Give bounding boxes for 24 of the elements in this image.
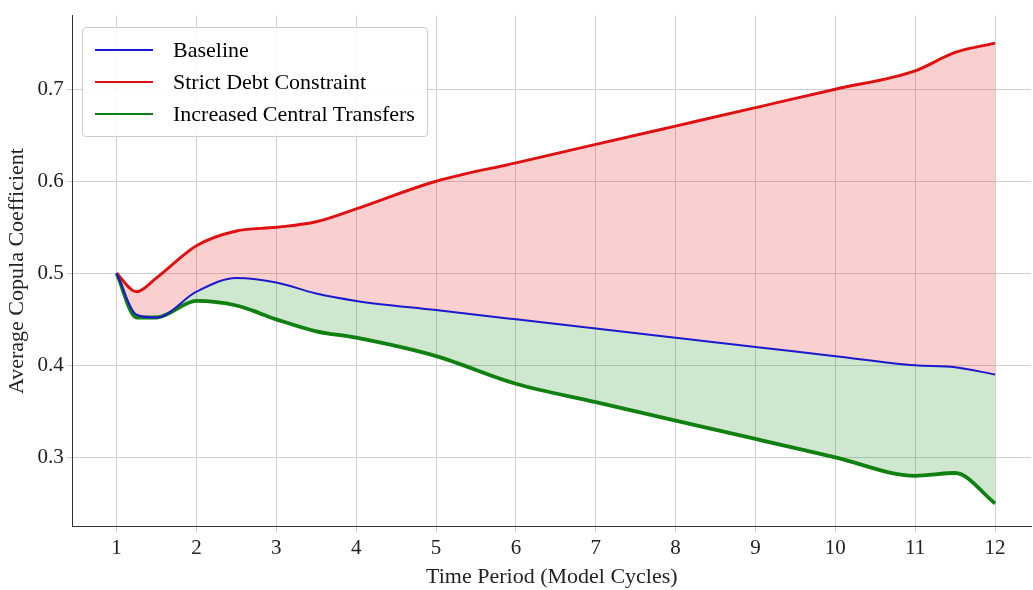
legend-label: Strict Debt Constraint [173, 69, 367, 95]
x-tick-label: 3 [271, 534, 282, 559]
x-tick-label: 8 [670, 534, 681, 559]
x-axis-title: Time Period (Model Cycles) [426, 562, 678, 588]
y-tick-label: 0.4 [37, 351, 65, 376]
x-tick-label: 10 [824, 534, 846, 559]
x-tick-label: 11 [905, 534, 926, 559]
legend-label: Baseline [173, 37, 249, 63]
y-tick-label: 0.3 [37, 443, 64, 468]
x-tick-label: 4 [350, 534, 362, 559]
x-tick-label: 12 [984, 534, 1006, 559]
x-tick-label: 6 [510, 534, 522, 559]
y-tick-label: 0.7 [37, 75, 64, 100]
line-series [115, 41, 997, 294]
x-tick-label: 2 [191, 534, 202, 559]
line-series [115, 272, 997, 376]
y-tick-label: 0.6 [37, 167, 64, 192]
y-axis-title: Average Copula Coefficient [2, 148, 28, 394]
x-tick-label: 1 [111, 534, 122, 559]
y-tick-label: 0.5 [37, 259, 64, 284]
x-tick-label: 9 [750, 534, 761, 559]
x-tick-label: 7 [590, 534, 601, 559]
legend-label: Increased Central Transfers [173, 101, 415, 127]
x-tick-label: 5 [430, 534, 442, 559]
